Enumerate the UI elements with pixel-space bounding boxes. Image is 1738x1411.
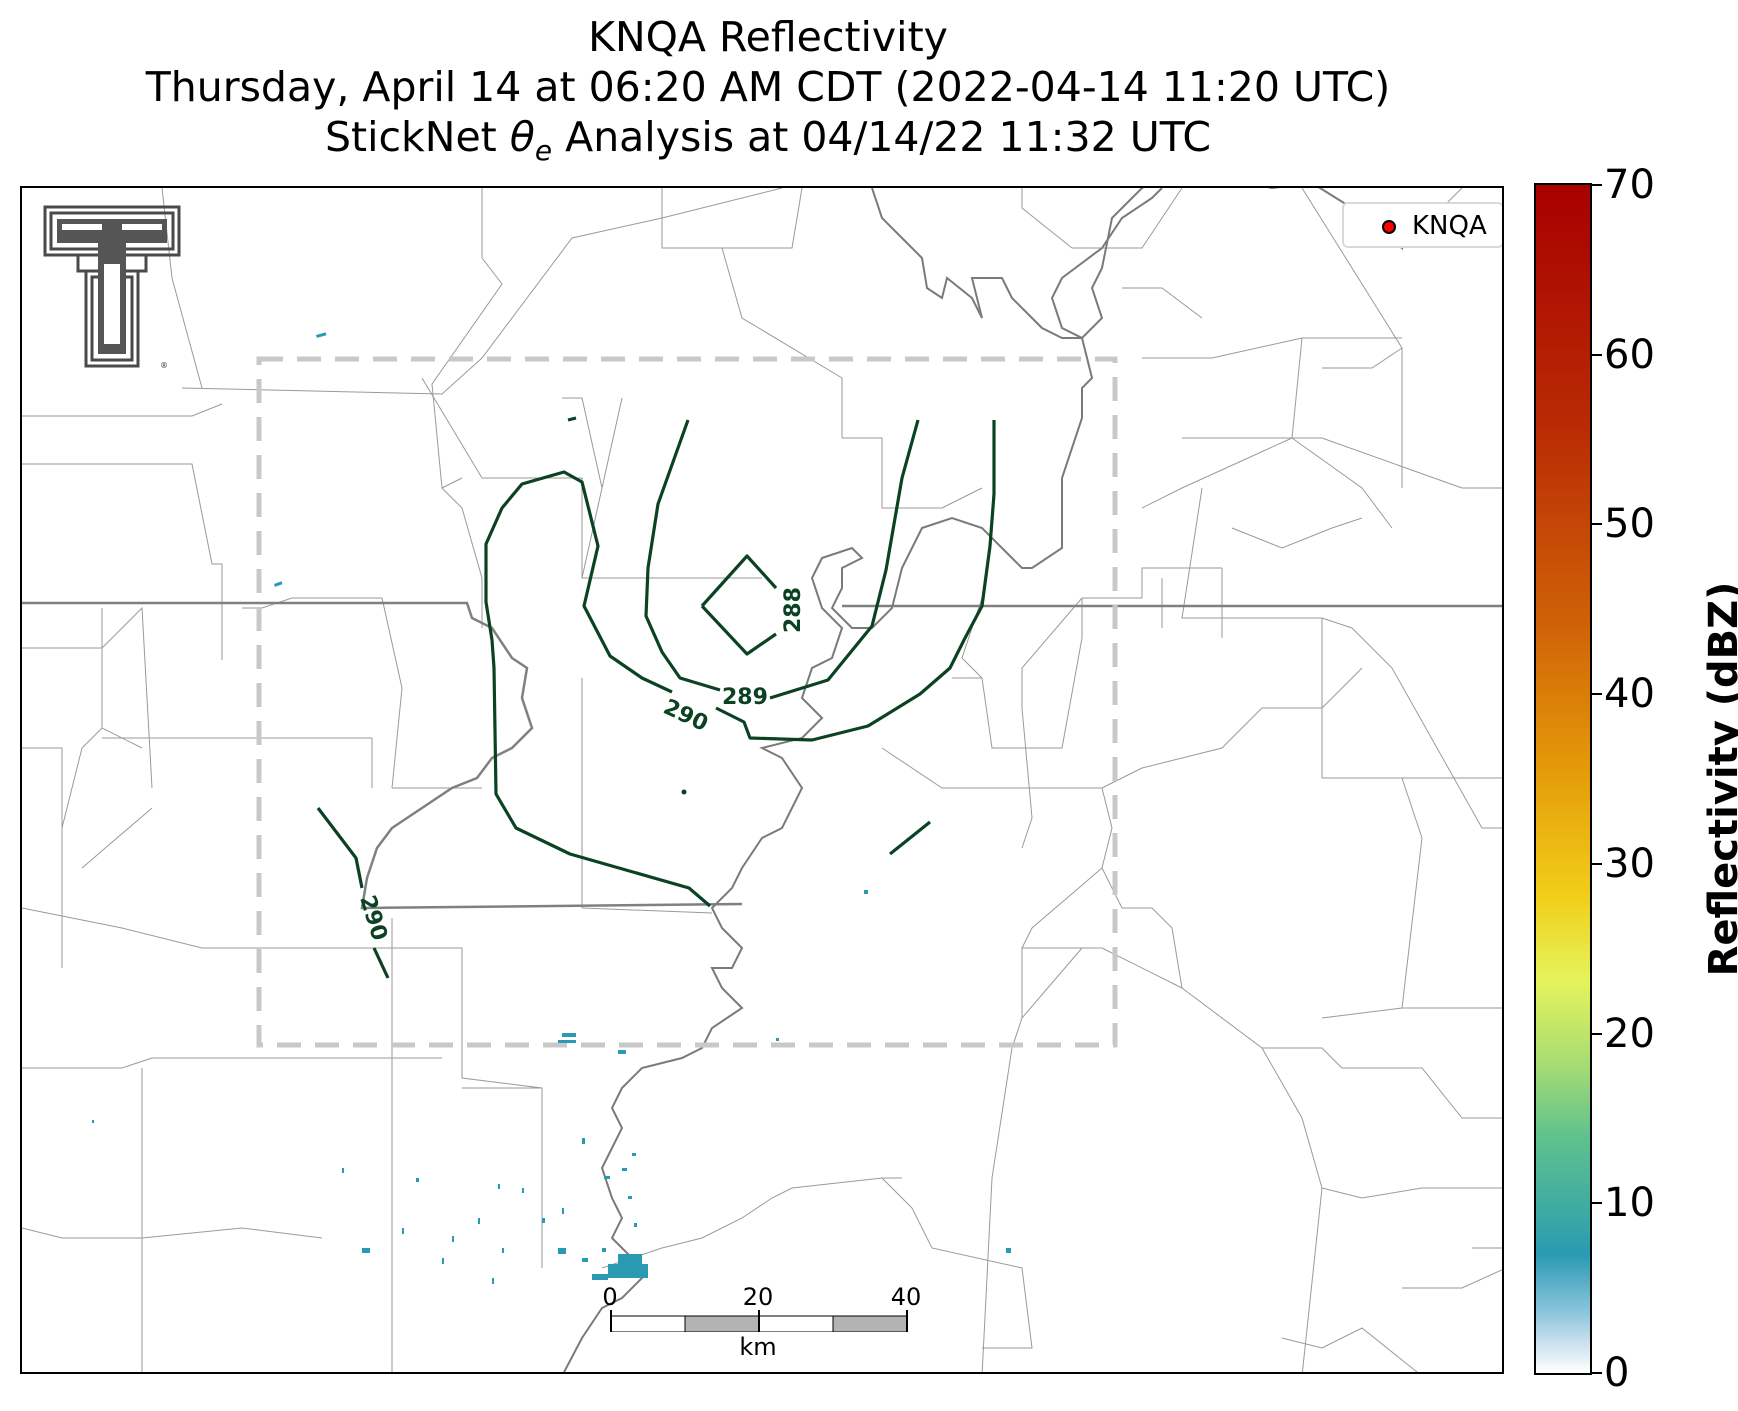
- scale-unit: km: [739, 1333, 777, 1361]
- county-borders: [22, 188, 1502, 1372]
- state-borders: [22, 601, 1502, 910]
- colorbar-tick-label: 30: [1604, 840, 1655, 887]
- scale-tick-0: 0: [602, 1283, 618, 1311]
- contour-288: [700, 554, 778, 656]
- contour-segment-east: [889, 820, 931, 856]
- colorbar-tick-label: 10: [1604, 1180, 1655, 1227]
- contour-289: [769, 419, 920, 700]
- analysis-prefix: StickNet: [325, 113, 510, 161]
- contour-label-290-west: 290: [354, 892, 391, 943]
- theta-subscript: e: [534, 134, 553, 168]
- colorbar-tick-mark: [1592, 1032, 1602, 1035]
- colorbar-tick-label: 70: [1604, 162, 1655, 208]
- contour-290-loop: [644, 419, 721, 692]
- scale-tick-20: 20: [742, 1283, 774, 1311]
- map-subtitle-analysis: StickNet θe Analysis at 04/14/22 11:32 U…: [0, 114, 1536, 174]
- colorbar-tick-label: 50: [1604, 501, 1655, 548]
- contour-290-main: [567, 416, 577, 422]
- colorbar-tick-label: 40: [1604, 671, 1655, 718]
- colorbar-tick-label: 20: [1604, 1010, 1655, 1057]
- colorbar-tick-mark: [1592, 1372, 1602, 1374]
- colorbar-tick-mark: [1592, 693, 1602, 696]
- colorbar-tick-mark: [1592, 523, 1602, 526]
- map-canvas: 288 289 290 290: [22, 188, 1502, 1372]
- radar-site-marker-icon: [1382, 220, 1396, 234]
- colorbar-tick-mark: [1592, 1202, 1602, 1205]
- map-title: KNQA Reflectivity: [588, 13, 948, 61]
- texas-tech-logo-icon: ®: [42, 204, 182, 376]
- theta-symbol: θ: [509, 113, 535, 161]
- double-t-logo-icon: ®: [43, 205, 181, 370]
- colorbar-tick-mark: [1592, 862, 1602, 865]
- contour-label-290-main: 290: [659, 695, 711, 737]
- scale-bar-graphic: [610, 1310, 908, 1332]
- registered-mark: ®: [160, 361, 168, 370]
- map-panel[interactable]: 288 289 290 290 ®: [20, 186, 1504, 1374]
- contour-labels: 288 289 290 290: [354, 587, 806, 944]
- reflectivity-colorbar: [1534, 183, 1592, 1375]
- contour-dot: [681, 789, 687, 795]
- colorbar-tick-label: 60: [1604, 331, 1655, 378]
- map-legend: KNQA: [1342, 202, 1502, 248]
- contour-label-288: 288: [781, 587, 806, 633]
- contour-290-west: [316, 807, 390, 979]
- contour-label-289: 289: [722, 685, 768, 710]
- legend-label: KNQA: [1412, 211, 1487, 241]
- colorbar-tick-mark: [1592, 184, 1602, 186]
- scale-tick-40: 40: [890, 1283, 922, 1311]
- scale-bar: 0 20 40 km: [602, 1283, 930, 1361]
- colorbar-tick-mark: [1592, 353, 1602, 356]
- theta-e-contours: [316, 416, 996, 979]
- rivers: [562, 188, 1502, 1372]
- contour-290-outer: [484, 420, 996, 908]
- analysis-domain-box: [256, 356, 1118, 1048]
- map-subtitle-time: Thursday, April 14 at 06:20 AM CDT (2022…: [145, 63, 1391, 111]
- analysis-suffix: Analysis at 04/14/22 11:32 UTC: [552, 113, 1211, 161]
- reflectivity-echoes: [92, 332, 1011, 1284]
- colorbar-tick-label: 0: [1604, 1350, 1630, 1396]
- colorbar-title: Reflectivity (dBZ): [1701, 581, 1738, 977]
